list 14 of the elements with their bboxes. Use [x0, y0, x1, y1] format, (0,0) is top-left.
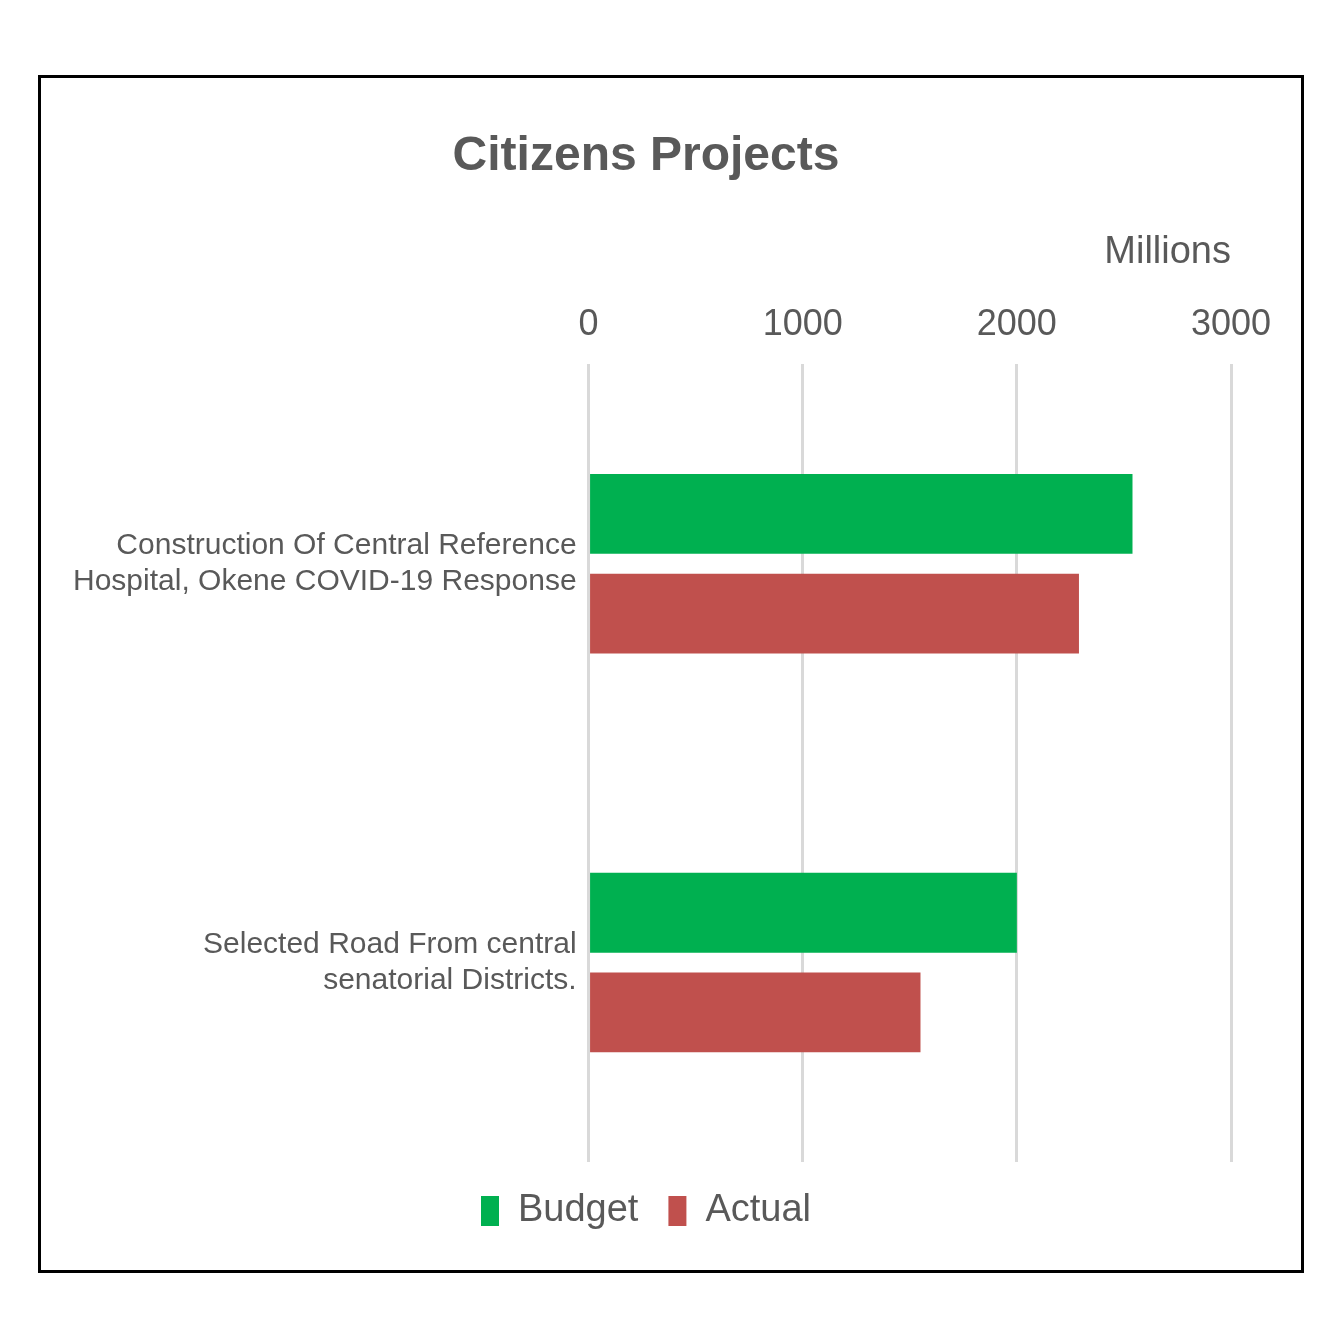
bar — [590, 573, 1079, 654]
y-tick-label: Construction Of Central Reference Hospital, Okene COVID-19 Response — [72, 527, 577, 597]
bar — [590, 872, 1017, 953]
chart-title: Citizens Projects — [452, 127, 840, 181]
y-tick-label: Selected Road From central senatorial Districts. — [203, 925, 577, 995]
legend-label: Budget — [517, 1187, 639, 1230]
bar — [590, 972, 921, 1053]
x-tick-label: 0 — [578, 301, 599, 343]
legend-label: Actual — [705, 1187, 812, 1230]
bar — [590, 474, 1133, 554]
x-tick-label: 2000 — [976, 301, 1057, 343]
x-tick-label: 3000 — [1190, 301, 1272, 343]
x-tick-label: 1000 — [762, 301, 843, 343]
x-axis-title: Millions — [1104, 228, 1231, 271]
